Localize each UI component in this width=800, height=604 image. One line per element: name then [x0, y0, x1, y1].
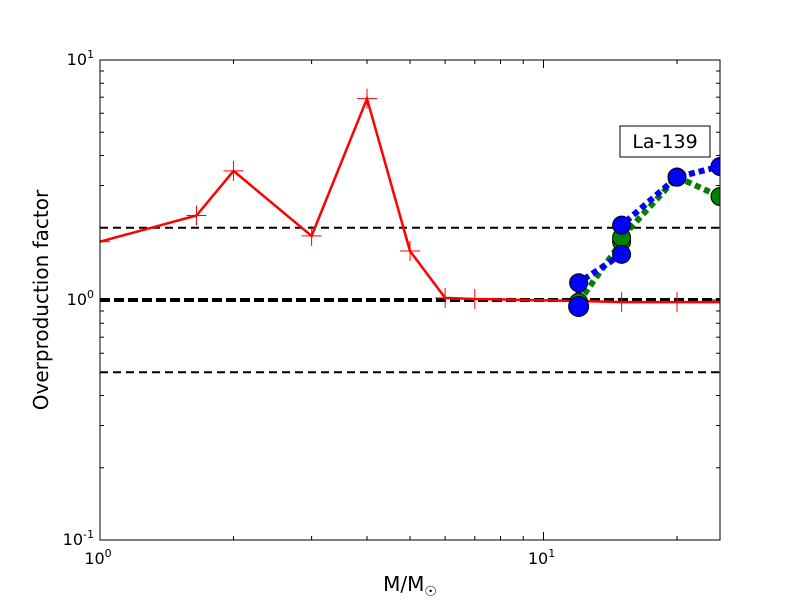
- y-tick-label-exp: 0: [87, 288, 94, 301]
- series-2-point: [569, 273, 589, 293]
- annotation: La-139: [619, 125, 711, 158]
- x-tick-label: 101: [528, 547, 555, 568]
- series-0-point: [186, 205, 207, 226]
- series-0-point: [435, 287, 456, 308]
- annotation-box: [619, 125, 711, 158]
- series-0-point: [464, 288, 485, 309]
- series-0-point: [611, 292, 632, 313]
- series-0-point: [100, 231, 110, 252]
- y-tick-label-exp: 1: [87, 48, 94, 61]
- x-tick-label-exp: 0: [105, 547, 112, 560]
- series-2-point: [710, 156, 720, 176]
- series-1-point: [710, 186, 720, 206]
- series-0-point: [400, 241, 420, 262]
- x-axis-label: M/M☉: [383, 572, 437, 600]
- y-tick-label: 10-1: [63, 528, 94, 549]
- series-2-point: [612, 215, 632, 235]
- series-0-point: [667, 292, 688, 313]
- series-2-point: [667, 167, 687, 187]
- y-tick-label-exp: -1: [83, 528, 94, 541]
- series-0-point: [223, 160, 244, 181]
- y-tick-label: 101: [67, 48, 94, 69]
- series-0-point: [301, 225, 322, 246]
- series-2-point: [612, 244, 632, 264]
- y-tick-label: 100: [67, 288, 94, 309]
- series-0-point: [357, 88, 378, 109]
- plot-content: [100, 88, 720, 374]
- x-tick-label: 100: [84, 547, 111, 568]
- x-tick-label-exp: 1: [548, 547, 555, 560]
- series-0-point: [710, 292, 720, 313]
- series-2-point: [568, 295, 590, 317]
- x-axis-label-sub: ☉: [424, 584, 437, 600]
- y-axis-label: Overproduction factor: [29, 189, 53, 410]
- annotation-label: La-139: [632, 131, 697, 153]
